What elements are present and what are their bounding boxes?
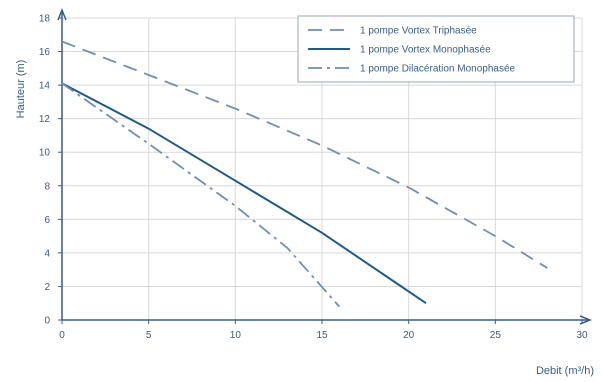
legend-label: 1 pompe Vortex Triphasée [360,26,477,37]
y-tick-label: 0 [44,316,50,327]
series-line-2 [61,82,427,305]
x-tick-label: 10 [230,330,242,341]
x-axis-arrow [579,315,593,325]
legend: 1 pompe Vortex Triphasée 1 pompe Vortex M… [297,15,575,83]
legend-box [297,15,575,83]
tick-labels: 0 5 10 15 20 25 30 0 2 4 6 8 10 12 14 16 18 [39,14,588,342]
x-tick-label: 0 [59,330,65,341]
x-tick-label: 20 [403,330,415,341]
legend-label: 1 pompe Dilacération Monophasée [360,64,516,75]
legend-label: 1 pompe Vortex Monophasée [360,45,491,56]
y-axis-arrow [57,7,67,21]
y-tick-label: 2 [44,282,50,293]
series-line-3 [61,82,340,308]
y-tick-label: 10 [39,148,51,159]
y-tick-label: 14 [39,81,51,92]
y-tick-label: 12 [39,114,51,125]
series-line-1 [61,40,548,269]
y-axis-title: Hauteur (m) [15,60,27,119]
y-tick-label: 6 [44,215,50,226]
x-tick-label: 25 [490,330,502,341]
x-tick-label: 15 [316,330,328,341]
y-tick-label: 8 [44,181,50,192]
x-axis-title: Debit (m³/h) [536,365,594,377]
x-tick-label: 30 [576,330,588,341]
x-tick-label: 5 [146,330,152,341]
y-tick-label: 18 [39,14,51,25]
y-tick-label: 4 [44,248,50,259]
y-tick-label: 16 [39,47,51,58]
series-lines [61,40,548,308]
axes [57,7,593,325]
